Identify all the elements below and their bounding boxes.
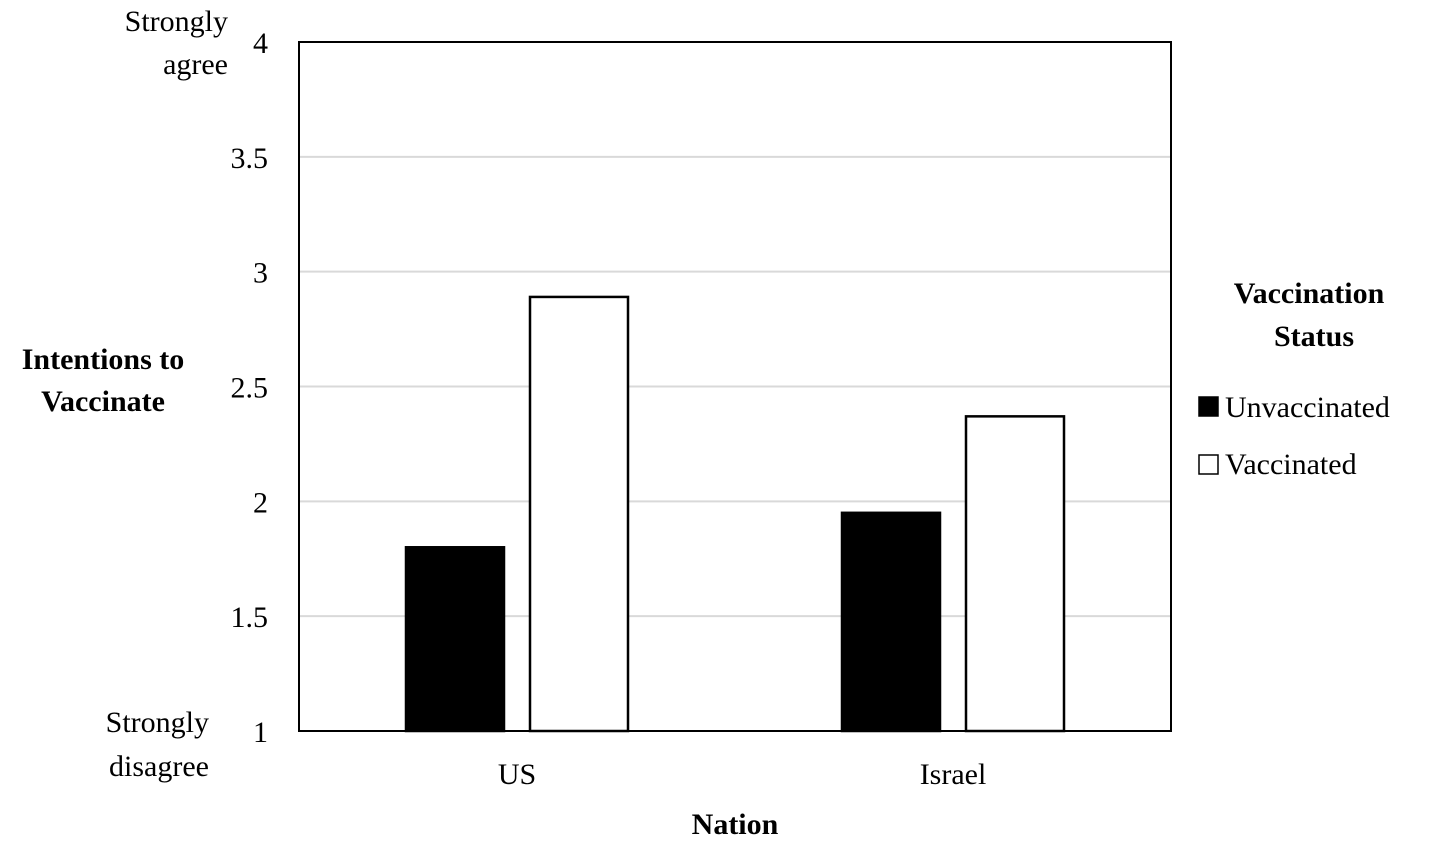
x-tick-label: Israel — [920, 758, 987, 791]
bar-unvaccinated-us — [404, 546, 506, 733]
legend-swatch-vaccinated — [1198, 454, 1219, 475]
bar-unvaccinated-israel — [840, 511, 942, 733]
y-anchor-bottom-line-1: Strongly — [106, 706, 209, 739]
bar-vaccinated-israel — [964, 415, 1066, 733]
y-axis-label-line-1: Intentions to — [22, 343, 185, 376]
legend-title-line-2: Status — [1274, 320, 1354, 353]
x-tick-label: US — [498, 758, 536, 791]
x-axis-label: Nation — [692, 808, 779, 841]
legend: Vaccination Status Unvaccinated Vaccinat… — [1198, 277, 1390, 481]
y-tick-label: 2.5 — [231, 372, 269, 405]
plot-frame — [298, 41, 1172, 732]
y-tick-label: 4 — [253, 27, 268, 60]
legend-title-line-1: Vaccination — [1234, 277, 1385, 310]
legend-label-unvaccinated: Unvaccinated — [1225, 391, 1390, 424]
y-tick-label: 2 — [253, 486, 268, 519]
x-tick-labels: US Israel — [498, 758, 986, 791]
bars — [404, 295, 1066, 733]
y-tick-labels: 1 1.5 2 2.5 3 3.5 4 — [231, 27, 269, 749]
y-tick-label: 3 — [253, 257, 268, 290]
y-anchor-top-line-2: agree — [163, 48, 228, 81]
y-anchor-bottom-line-2: disagree — [109, 750, 209, 783]
y-axis-label-line-2: Vaccinate — [41, 385, 165, 418]
bar-vaccinated-us — [528, 295, 630, 733]
y-tick-label: 1 — [253, 716, 268, 749]
y-tick-label: 1.5 — [231, 601, 269, 634]
y-tick-label: 3.5 — [231, 142, 269, 175]
legend-label-vaccinated: Vaccinated — [1225, 448, 1357, 481]
y-anchor-top-line-1: Strongly — [125, 5, 228, 38]
legend-swatch-unvaccinated — [1198, 396, 1219, 417]
